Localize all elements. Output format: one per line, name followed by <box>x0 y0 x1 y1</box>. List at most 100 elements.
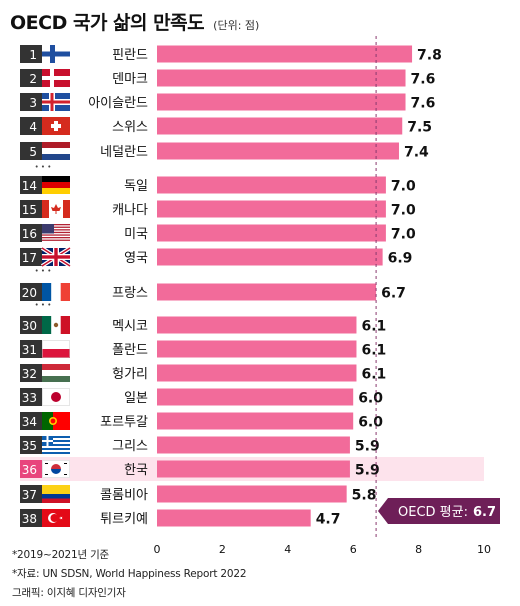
bar <box>157 460 350 478</box>
rank-label: 38 <box>22 512 37 526</box>
row-gap-ellipsis: • • • <box>35 267 52 275</box>
rank-label: 32 <box>22 367 37 381</box>
value-label: 6.9 <box>388 251 413 267</box>
footnote-credit: 그래픽: 이지혜 디자인기자 <box>12 587 126 599</box>
average-label-value: 6.7 <box>473 505 496 520</box>
country-label: 스위스 <box>112 120 148 135</box>
rank-label: 17 <box>22 251 37 265</box>
bar <box>157 388 354 406</box>
rank-badge <box>20 460 42 478</box>
country-label: 프랑스 <box>112 286 148 301</box>
rank-label: 14 <box>22 179 37 193</box>
title-row: OECD 국가 삶의 만족도 (단위: 점) <box>10 8 259 35</box>
x-tick-label: 0 <box>154 543 161 556</box>
rank-badge <box>20 142 42 160</box>
rank-badge <box>20 388 42 406</box>
denmark-flag <box>42 69 70 87</box>
switzerland-flag <box>42 117 70 135</box>
average-label-text: OECD 평균: <box>398 505 468 520</box>
rank-label: 1 <box>29 48 37 62</box>
rank-label: 15 <box>22 203 37 217</box>
country-label: 헝가리 <box>112 367 148 382</box>
x-tick-label: 2 <box>219 543 226 556</box>
rank-badge <box>20 412 42 430</box>
usa-flag <box>42 224 70 242</box>
greece-flag <box>42 436 70 454</box>
value-label: 7.8 <box>417 48 442 64</box>
average-label-box <box>378 498 500 524</box>
value-label: 7.5 <box>407 120 432 136</box>
country-label: 아이슬란드 <box>88 96 148 111</box>
poland-flag <box>42 340 70 358</box>
rank-badge <box>20 248 42 266</box>
value-label: 6.0 <box>358 391 383 407</box>
rank-label: 37 <box>22 488 37 502</box>
country-label: 그리스 <box>112 439 148 454</box>
x-tick-label: 8 <box>415 543 422 556</box>
rank-label: 33 <box>22 391 37 405</box>
rank-badge <box>20 364 42 382</box>
x-tick-label: 10 <box>477 543 491 556</box>
bar <box>157 509 311 527</box>
row-gap-ellipsis: • • • <box>35 163 52 171</box>
rank-badge <box>20 45 42 63</box>
bar <box>157 224 386 242</box>
value-label: 4.7 <box>316 512 341 528</box>
bar <box>157 248 383 266</box>
rank-badge <box>20 69 42 87</box>
footnote-source: *자료: UN SDSN, World Happiness Report 202… <box>12 568 247 580</box>
bar <box>157 176 386 194</box>
rank-label: 30 <box>22 319 37 333</box>
japan-flag <box>42 388 70 406</box>
rank-badge <box>20 200 42 218</box>
rank-badge <box>20 340 42 358</box>
mexico-flag <box>42 316 70 334</box>
country-label: 네덜란드 <box>100 145 148 160</box>
bar <box>157 283 377 301</box>
chart-title: OECD 국가 삶의 만족도 <box>10 12 205 34</box>
bar <box>157 316 357 334</box>
rank-badge <box>20 436 42 454</box>
germany-flag <box>42 176 70 194</box>
france-flag <box>42 283 70 301</box>
bar <box>157 117 403 135</box>
country-label: 콜롬비아 <box>100 488 148 503</box>
rank-label: 34 <box>22 415 37 429</box>
country-label: 덴마크 <box>112 72 148 87</box>
rank-label: 16 <box>22 227 37 241</box>
value-label: 6.7 <box>381 286 406 302</box>
bar <box>157 485 347 503</box>
iceland-flag <box>42 93 70 111</box>
rank-label: 2 <box>29 72 37 86</box>
finland-flag <box>42 45 70 63</box>
colombia-flag <box>42 485 70 503</box>
country-label: 튀르키예 <box>100 512 148 527</box>
uk-flag <box>40 246 72 268</box>
value-label: 6.0 <box>358 415 383 431</box>
bar <box>157 364 357 382</box>
value-label: 5.9 <box>355 439 380 455</box>
value-label: 5.8 <box>352 488 377 504</box>
value-label: 7.6 <box>411 72 436 88</box>
rank-badge <box>20 485 42 503</box>
value-label: 7.0 <box>391 203 416 219</box>
country-label: 멕시코 <box>112 319 148 334</box>
rank-label: 5 <box>29 145 37 159</box>
rank-label: 35 <box>22 439 37 453</box>
bar <box>157 200 386 218</box>
rank-badge <box>20 117 42 135</box>
rank-badge <box>20 224 42 242</box>
value-label: 7.4 <box>404 145 429 161</box>
bar <box>157 93 406 111</box>
value-label: 7.0 <box>391 227 416 243</box>
country-label: 영국 <box>124 251 148 266</box>
bar <box>157 340 357 358</box>
rank-label: 3 <box>29 96 37 110</box>
x-tick-label: 6 <box>350 543 357 556</box>
value-label: 6.1 <box>361 319 386 335</box>
bar <box>157 412 354 430</box>
rank-badge <box>20 316 42 334</box>
country-label: 핀란드 <box>112 48 148 63</box>
value-label: 6.1 <box>361 343 386 359</box>
